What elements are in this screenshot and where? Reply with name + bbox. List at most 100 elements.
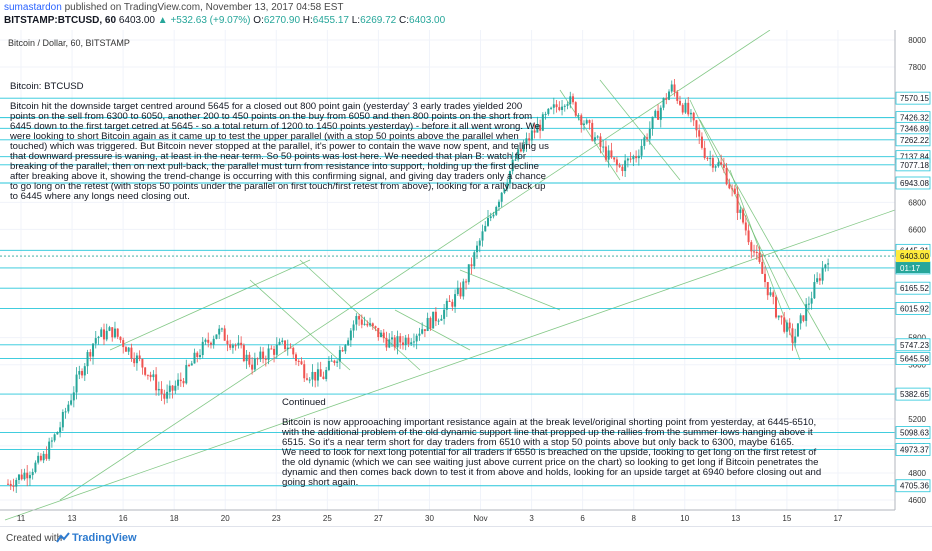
candle — [596, 135, 599, 139]
candle-body — [12, 485, 15, 487]
candle-body — [489, 216, 492, 219]
time-axis[interactable]: 11 13 16 18 20 23 25 27 30 Nov 3 6 8 10 13 15 17 — [0, 509, 895, 523]
price-chart[interactable]: 8000780068006600580056005200500048004600… — [0, 30, 932, 526]
candle-body — [722, 164, 725, 168]
candle-body — [64, 411, 67, 413]
candle — [750, 240, 753, 259]
candle-body — [37, 455, 40, 463]
x-tick-label: 13 — [731, 514, 740, 523]
candle-body — [626, 158, 629, 161]
candle-body — [251, 364, 254, 370]
candle-body — [303, 364, 306, 379]
candle — [429, 316, 432, 331]
candle-body — [764, 273, 767, 283]
candle — [733, 185, 736, 195]
candle-body — [289, 347, 292, 349]
candle-body — [15, 479, 18, 487]
candle — [412, 333, 415, 348]
candle — [536, 116, 539, 133]
candle — [166, 384, 169, 404]
candle — [489, 212, 492, 222]
candle-body — [144, 367, 147, 375]
y-tick-label: 4600 — [908, 496, 926, 505]
candle-body — [163, 393, 166, 399]
candle-body — [100, 329, 103, 337]
candle-body — [810, 298, 813, 304]
candle-body — [204, 339, 207, 342]
candle — [698, 124, 701, 145]
candle — [818, 273, 821, 286]
candle — [467, 264, 470, 285]
candle-body — [382, 332, 385, 339]
candle — [352, 320, 355, 338]
publish-line: sumastardon published on TradingView.com… — [4, 2, 343, 13]
candle-body — [500, 192, 503, 202]
candle-body — [401, 342, 404, 346]
candle — [12, 478, 15, 492]
candle — [799, 313, 802, 330]
candle-body — [709, 158, 712, 160]
candle — [550, 106, 553, 110]
candle-body — [615, 159, 618, 166]
candle — [198, 349, 201, 360]
candle — [788, 318, 791, 336]
candle — [744, 215, 747, 236]
candle-body — [725, 167, 728, 185]
candle — [810, 291, 813, 310]
candle — [116, 328, 119, 340]
candle-body — [371, 323, 374, 327]
candle-body — [552, 104, 555, 108]
candle-body — [753, 251, 756, 253]
candle — [780, 315, 783, 325]
note-1-body: Bitcoin hit the downside target centred … — [10, 101, 549, 202]
candle-body — [166, 391, 169, 399]
candle-body — [311, 371, 314, 380]
candle — [692, 111, 695, 127]
tradingview-brand-link[interactable]: TradingView — [72, 532, 137, 544]
candle — [314, 371, 317, 388]
symbol-line: BITSTAMP:BTCUSD, 60 6403.00 ▲ +532.63 (+… — [4, 15, 445, 26]
candle — [503, 188, 506, 195]
candle-body — [813, 282, 816, 299]
candle-body — [410, 342, 413, 345]
author-link[interactable]: sumastardon — [4, 2, 62, 13]
candle — [369, 317, 372, 328]
candle — [61, 409, 64, 431]
created-with-label: Created with — [6, 533, 63, 544]
candle — [643, 135, 646, 150]
chart-area[interactable]: 8000780068006600580056005200500048004600… — [0, 30, 932, 526]
candle-body — [640, 145, 643, 156]
candle-body — [157, 388, 160, 391]
candle-body — [119, 336, 122, 341]
price-axis[interactable]: 8000780068006600580056005200500048004600… — [894, 30, 931, 510]
candle — [275, 337, 278, 359]
candle — [182, 378, 185, 388]
candle — [651, 116, 654, 136]
candle — [377, 327, 380, 341]
candle — [333, 359, 336, 366]
candle-body — [122, 340, 125, 348]
candle — [593, 132, 596, 145]
candle — [42, 451, 45, 464]
candle-body — [711, 158, 714, 168]
ohlc-open-value: 6270.90 — [263, 15, 301, 26]
candle — [533, 123, 536, 139]
level-price-label: 5645.58 — [900, 355, 929, 364]
candle — [454, 289, 457, 313]
candle-body — [160, 388, 163, 394]
ohlc-low-key: L: — [351, 15, 361, 26]
candle-body — [330, 360, 333, 362]
annotation-note-2[interactable]: Continued Bitcoin is now approoaching im… — [282, 388, 822, 498]
candle — [94, 331, 97, 349]
candle — [451, 299, 454, 311]
candle-body — [506, 183, 509, 189]
x-tick-label: 6 — [580, 514, 585, 523]
candle-body — [275, 344, 278, 355]
candle — [363, 316, 366, 326]
candle-body — [604, 146, 607, 160]
candle-body — [665, 98, 668, 100]
candle — [193, 348, 196, 364]
note-2-heading: Continued — [282, 397, 326, 408]
candle-body — [124, 347, 127, 352]
annotation-note-1[interactable]: Bitcoin: BTCUSD Bitcoin hit the downside… — [10, 72, 550, 212]
